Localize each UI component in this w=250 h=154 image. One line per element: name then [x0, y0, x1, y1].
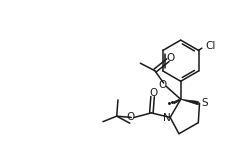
Text: O: O [149, 88, 157, 98]
Polygon shape [180, 99, 198, 105]
Text: O: O [126, 112, 134, 122]
Text: S: S [201, 98, 207, 108]
Text: O: O [166, 53, 174, 63]
Text: O: O [158, 80, 166, 90]
Text: N: N [162, 113, 170, 123]
Text: Cl: Cl [205, 41, 215, 51]
